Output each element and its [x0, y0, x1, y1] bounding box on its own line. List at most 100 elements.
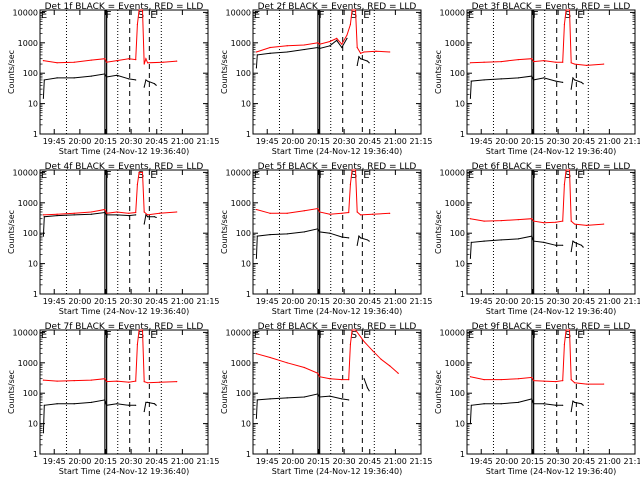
series-events-point — [483, 403, 485, 405]
x-tick-label: 19:45 — [43, 457, 66, 466]
series-events-point — [329, 45, 331, 47]
series-lld-point — [562, 61, 564, 63]
series-events-point — [572, 240, 574, 242]
series-events — [255, 228, 370, 259]
series-events-point — [43, 404, 45, 406]
series-events-point — [517, 238, 519, 240]
y-tick-label: 100 — [23, 389, 38, 398]
series-events — [42, 211, 157, 237]
x-tick-label: 20:45 — [145, 137, 168, 146]
x-tick-label: 21:00 — [171, 457, 194, 466]
series-events-point — [470, 241, 472, 243]
series-lld-point — [269, 212, 271, 214]
series-lld-point — [483, 220, 485, 222]
series-events-point — [341, 236, 343, 238]
y-tick-label: 100 — [23, 69, 38, 78]
series-events-point — [128, 214, 130, 217]
x-axis-label: Start Time (24-Nov-12 19:36:40) — [486, 467, 616, 476]
series-lld-point — [585, 383, 588, 385]
series-lld-point — [380, 358, 382, 360]
series-lld-point — [517, 378, 519, 380]
series-lld-point — [140, 9, 142, 11]
y-axis-label: Counts/sec — [220, 370, 229, 414]
plot-frame — [39, 9, 209, 135]
y-tick-label: 100 — [236, 69, 251, 78]
interval-marker: E — [468, 330, 474, 341]
series-events-point — [531, 235, 533, 237]
panel-title: Det 8f BLACK = Events, RED = LLD — [258, 322, 417, 332]
series-lld-point — [360, 214, 362, 216]
panel-7: Det 7f BLACK = Events, RED = LLD 1 10 100 10… — [7, 322, 220, 476]
series-events-point — [533, 79, 535, 81]
series-lld — [470, 9, 604, 66]
y-tick-label: 100 — [236, 229, 251, 238]
series-lld-point — [363, 340, 365, 343]
series-lld-point — [147, 62, 149, 64]
x-tick-label: 20:30 — [333, 297, 356, 306]
series-lld-point — [555, 221, 557, 223]
series-lld-point — [574, 382, 576, 384]
series-lld-point — [255, 51, 258, 53]
series-lld-point — [375, 50, 377, 52]
y-tick-label: 10000 — [440, 328, 465, 337]
series-lld-point — [389, 212, 391, 214]
series-lld-point — [73, 61, 75, 63]
series-events-point — [153, 83, 156, 85]
series-events-point — [470, 80, 472, 82]
series-events-point — [348, 237, 350, 239]
y-tick-label: 1000 — [231, 39, 251, 48]
series-lld-point — [56, 62, 58, 64]
x-tick-label: 21:15 — [623, 457, 640, 466]
interval-marker: F — [319, 170, 325, 181]
series-lld-point — [42, 214, 45, 216]
series-lld-point — [469, 62, 472, 64]
series-lld-point — [106, 212, 108, 214]
series-lld — [470, 169, 604, 226]
interval-marker: F — [533, 170, 539, 181]
series-lld-point — [56, 213, 58, 215]
series-lld-point — [500, 379, 502, 381]
y-tick-label: 1000 — [231, 359, 251, 368]
series-lld-point — [351, 9, 353, 11]
series-events-point — [147, 401, 149, 403]
series-lld-point — [143, 211, 145, 213]
series-events-point — [358, 56, 360, 58]
series-lld-point — [90, 211, 92, 213]
series-events-point — [360, 237, 362, 239]
panel-title: Det 9f BLACK = Events, RED = LLD — [472, 322, 631, 332]
series-events-point — [319, 396, 321, 398]
series-lld-point — [562, 220, 564, 222]
series-lld-point — [317, 42, 319, 44]
series-lld-point — [351, 169, 353, 171]
y-tick-label: 1000 — [18, 199, 38, 208]
x-tick-label: 20:30 — [547, 457, 570, 466]
series-lld — [256, 9, 390, 54]
interval-marker: S — [138, 10, 144, 21]
plot-frame — [252, 169, 422, 295]
y-axis-label: Counts/sec — [434, 210, 443, 254]
x-tick-label: 20:45 — [145, 457, 168, 466]
series-events-point — [56, 77, 58, 79]
series-events-point — [73, 403, 75, 405]
y-axis-label: Counts/sec — [434, 370, 443, 414]
x-tick-label: 21:15 — [196, 457, 219, 466]
x-tick-label: 21:15 — [196, 137, 219, 146]
series-events-point — [135, 404, 137, 406]
x-tick-label: 20:00 — [68, 297, 91, 306]
series-events — [42, 73, 157, 99]
series-lld-point — [565, 9, 567, 11]
series-events-point — [303, 396, 305, 398]
series-lld-point — [603, 63, 605, 65]
series-lld-point — [176, 211, 178, 213]
x-tick-label: 19:45 — [43, 297, 66, 306]
series-events-point — [116, 403, 118, 405]
series-lld-point — [531, 58, 533, 60]
series-events-point — [348, 399, 350, 401]
series-events-point — [303, 231, 305, 233]
interval-marker: E — [363, 10, 369, 21]
series-lld-point — [360, 52, 362, 54]
series-lld-point — [570, 220, 572, 222]
series-lld-point — [568, 9, 571, 11]
panel-title: Det 1f BLACK = Events, RED = LLD — [45, 2, 204, 12]
interval-marker: S — [138, 330, 144, 341]
